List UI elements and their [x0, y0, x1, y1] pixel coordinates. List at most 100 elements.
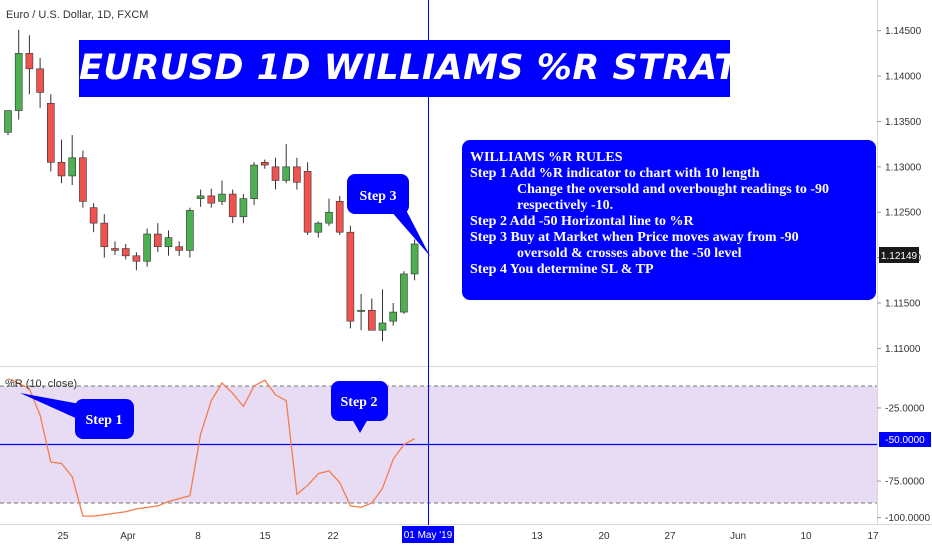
- last-price-text: 1.12149: [881, 251, 918, 262]
- step2-callout-pointer: [352, 419, 368, 433]
- candle-body: [378, 322, 387, 331]
- price-axis: 1.145001.140001.135001.130001.125001.120…: [877, 26, 922, 355]
- candle-body: [346, 231, 355, 322]
- candle: [378, 289, 387, 342]
- candle-body: [46, 103, 55, 163]
- candle: [325, 198, 333, 226]
- time-axis-tick-label: Apr: [120, 531, 136, 542]
- candle: [111, 241, 119, 255]
- candle-body: [303, 171, 312, 233]
- time-axis-tick-label: 22: [327, 531, 339, 542]
- candle-body: [335, 201, 344, 233]
- step3-callout-pointer: [390, 210, 430, 256]
- wpr-axis: -25.0000 -75.0000 -100.0000: [877, 403, 930, 524]
- step2-callout: [331, 381, 388, 421]
- candle: [367, 298, 376, 331]
- candle: [357, 293, 365, 331]
- candle-body: [293, 166, 301, 183]
- price-axis-tick-label: 1.12500: [885, 208, 922, 219]
- candle-body: [57, 162, 66, 177]
- time-axis-tick-label: 27: [664, 531, 676, 542]
- candle-body: [111, 248, 119, 251]
- candle-body: [367, 309, 376, 331]
- crosshair-date-badge: [402, 526, 454, 543]
- wpr-line: [7, 378, 415, 517]
- rules-title: WILLIAMS %R RULES: [470, 150, 623, 165]
- candle: [282, 144, 291, 184]
- candle: [410, 239, 419, 281]
- candle: [68, 135, 76, 185]
- candle-body: [282, 166, 291, 181]
- candle-body: [196, 195, 205, 199]
- price-axis-tick-label: 1.13500: [885, 117, 922, 128]
- time-axis-tick-label: Jun: [730, 531, 746, 542]
- time-axis: 25 Apr 8 15 22 13 20 27 Jun 10 17: [57, 531, 879, 542]
- candle: [89, 203, 98, 233]
- candle-body: [14, 53, 23, 111]
- candle-body: [143, 233, 151, 262]
- candle: [239, 194, 248, 224]
- candlestick-series: [4, 29, 419, 342]
- price-axis-tick-label: 1.14000: [885, 72, 922, 83]
- candle-body: [239, 198, 248, 218]
- wpr-axis-tick-label: -25.0000: [885, 403, 925, 414]
- rules-line: Step 3 Buy at Market when Price moves aw…: [470, 230, 799, 245]
- wpr-value-badge: [879, 432, 931, 447]
- candle-body: [260, 162, 269, 166]
- candle-body: [154, 233, 162, 248]
- time-axis-tick-label: 10: [800, 531, 812, 542]
- candle-body: [100, 222, 109, 248]
- candle-body: [186, 210, 194, 251]
- step1-callout: [75, 399, 134, 439]
- symbol-label[interactable]: Euro / U.S. Dollar, 1D, FXCM: [6, 9, 149, 21]
- candle: [303, 162, 312, 235]
- wpr-value-text: -50.0000: [885, 435, 925, 446]
- candle: [100, 214, 109, 258]
- candle: [228, 189, 237, 224]
- candle: [207, 188, 216, 208]
- candle: [260, 159, 269, 169]
- rules-line: respectively -10.: [517, 198, 614, 213]
- candle-body: [79, 157, 87, 202]
- candle-body: [4, 110, 12, 133]
- indicator-label[interactable]: %R (10, close): [5, 378, 78, 390]
- candle: [57, 139, 66, 184]
- candle: [164, 230, 173, 256]
- candle: [218, 180, 226, 205]
- candle: [271, 157, 280, 190]
- candle: [4, 110, 12, 136]
- candle-body: [325, 211, 333, 224]
- step3-callout-text: Step 3: [360, 189, 397, 204]
- crosshair-date-text: 01 May '19: [404, 530, 453, 541]
- price-axis-tick-label: 1.11000: [885, 344, 921, 355]
- rules-panel: WILLIAMS %R RULES Step 1 Add %R indicato…: [462, 140, 876, 300]
- candle: [389, 303, 398, 326]
- candle: [186, 207, 194, 258]
- candle: [196, 189, 205, 207]
- candle: [346, 225, 355, 329]
- candle-body: [228, 193, 237, 218]
- price-axis-tick-label: 1.13000: [885, 162, 922, 173]
- price-axis-tick-label: 1.11500: [885, 299, 921, 310]
- time-axis-tick-label: 25: [57, 531, 69, 542]
- time-axis-tick-label: 20: [598, 531, 610, 542]
- candle: [250, 162, 258, 205]
- candle-body: [89, 207, 98, 224]
- candle-body: [357, 309, 365, 312]
- candle-body: [164, 237, 173, 248]
- price-axis-tick-label: 1.14500: [885, 26, 922, 37]
- wpr-axis-tick-label: -75.0000: [885, 477, 925, 488]
- candle-body: [250, 164, 258, 199]
- candle-body: [36, 68, 44, 93]
- candle: [175, 241, 183, 256]
- rules-line: Step 4 You determine SL & TP: [470, 262, 654, 277]
- step1-callout-pointer: [20, 393, 80, 420]
- candle: [132, 252, 141, 271]
- candle-body: [400, 273, 408, 313]
- candle-body: [271, 166, 280, 181]
- candle: [46, 94, 55, 172]
- rules-line: Change the oversold and overbought readi…: [517, 182, 830, 197]
- rules-line: Step 1 Add %R indicator to chart with 10…: [470, 166, 760, 181]
- wpr-axis-tick-label: -100.0000: [885, 513, 930, 524]
- candle: [335, 195, 344, 235]
